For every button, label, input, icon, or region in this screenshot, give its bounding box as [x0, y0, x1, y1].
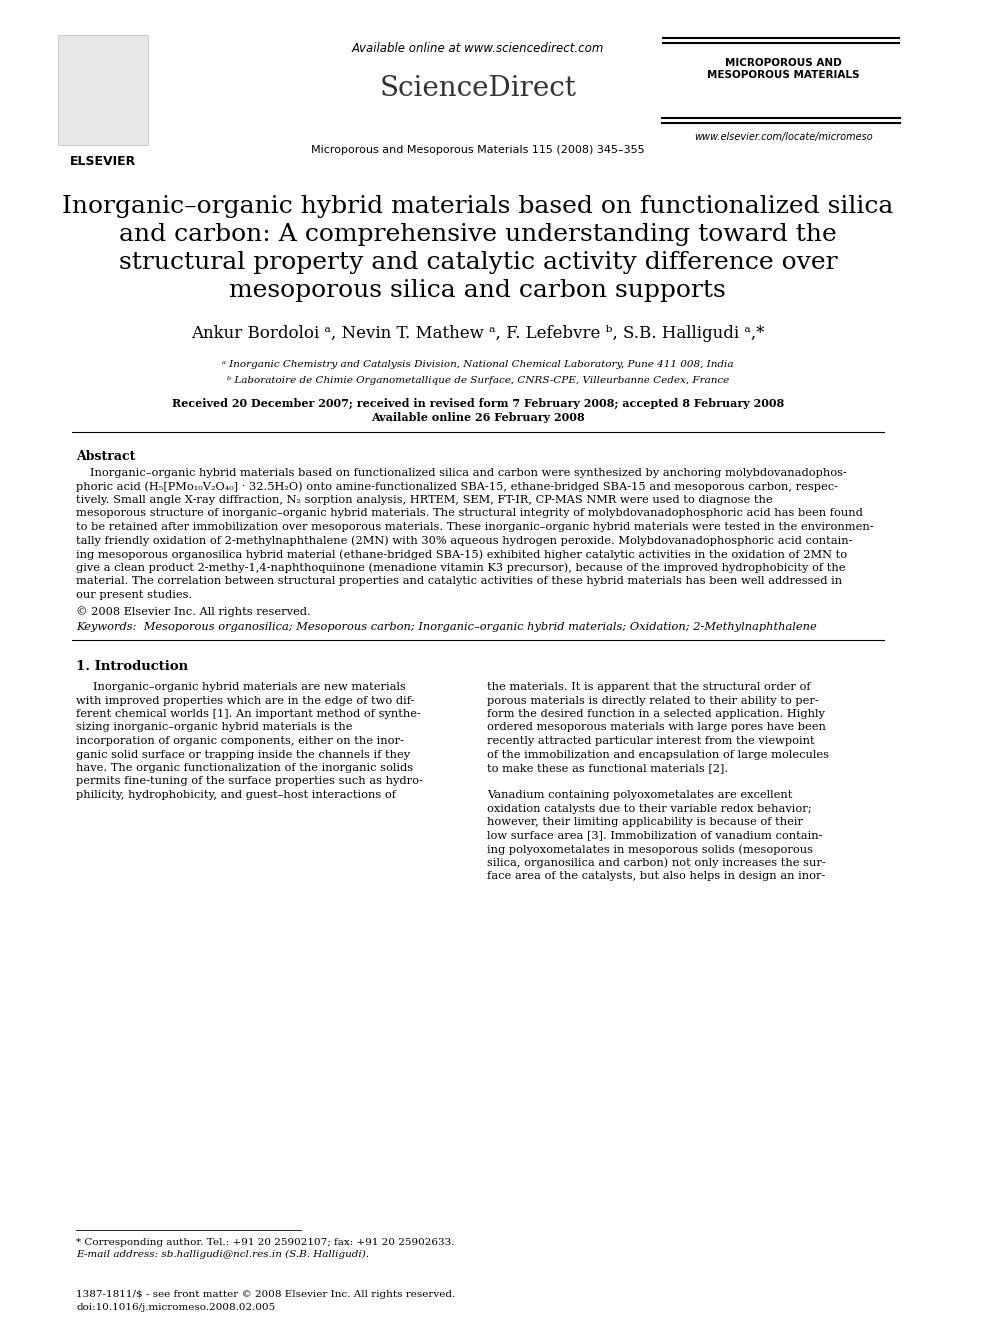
Text: low surface area [3]. Immobilization of vanadium contain-: low surface area [3]. Immobilization of … [487, 831, 822, 840]
Text: form the desired function in a selected application. Highly: form the desired function in a selected … [487, 709, 824, 718]
Text: have. The organic functionalization of the inorganic solids: have. The organic functionalization of t… [76, 763, 414, 773]
Text: and carbon: A comprehensive understanding toward the: and carbon: A comprehensive understandin… [119, 224, 836, 246]
Text: www.elsevier.com/locate/micromeso: www.elsevier.com/locate/micromeso [693, 132, 872, 142]
Text: Available online at www.sciencedirect.com: Available online at www.sciencedirect.co… [352, 42, 604, 56]
Text: mesoporous structure of inorganic–organic hybrid materials. The structural integ: mesoporous structure of inorganic–organi… [76, 508, 863, 519]
Text: with improved properties which are in the edge of two dif-: with improved properties which are in th… [76, 696, 415, 705]
Text: material. The correlation between structural properties and catalytic activities: material. The correlation between struct… [76, 576, 842, 586]
Text: however, their limiting applicability is because of their: however, their limiting applicability is… [487, 818, 803, 827]
Text: permits fine-tuning of the surface properties such as hydro-: permits fine-tuning of the surface prope… [76, 777, 424, 786]
Text: 1387-1811/$ - see front matter © 2008 Elsevier Inc. All rights reserved.: 1387-1811/$ - see front matter © 2008 El… [76, 1290, 455, 1299]
Text: to make these as functional materials [2].: to make these as functional materials [2… [487, 763, 728, 773]
Text: ELSEVIER: ELSEVIER [70, 155, 137, 168]
Text: mesoporous silica and carbon supports: mesoporous silica and carbon supports [229, 279, 726, 302]
Text: doi:10.1016/j.micromeso.2008.02.005: doi:10.1016/j.micromeso.2008.02.005 [76, 1303, 276, 1312]
Text: E-mail address: sb.halligudi@ncl.res.in (S.B. Halligudi).: E-mail address: sb.halligudi@ncl.res.in … [76, 1250, 369, 1259]
Text: Keywords:  Mesoporous organosilica; Mesoporous carbon; Inorganic–organic hybrid : Keywords: Mesoporous organosilica; Mesop… [76, 622, 817, 632]
Text: tively. Small angle X-ray diffraction, N₂ sorption analysis, HRTEM, SEM, FT-IR, : tively. Small angle X-ray diffraction, N… [76, 495, 773, 505]
Text: face area of the catalysts, but also helps in design an inor-: face area of the catalysts, but also hel… [487, 871, 825, 881]
Text: to be retained after immobilization over mesoporous materials. These inorganic–o: to be retained after immobilization over… [76, 523, 874, 532]
Text: ᵃ Inorganic Chemistry and Catalysis Division, National Chemical Laboratory, Pune: ᵃ Inorganic Chemistry and Catalysis Divi… [222, 360, 734, 369]
Text: the materials. It is apparent that the structural order of: the materials. It is apparent that the s… [487, 681, 810, 692]
Text: recently attracted particular interest from the viewpoint: recently attracted particular interest f… [487, 736, 814, 746]
Text: give a clean product 2-methy-1,4-naphthoquinone (menadione vitamin K3 precursor): give a clean product 2-methy-1,4-naphtho… [76, 562, 846, 573]
Text: ordered mesoporous materials with large pores have been: ordered mesoporous materials with large … [487, 722, 825, 733]
Text: ganic solid surface or trapping inside the channels if they: ganic solid surface or trapping inside t… [76, 750, 411, 759]
Text: Inorganic–organic hybrid materials are new materials: Inorganic–organic hybrid materials are n… [92, 681, 406, 692]
Text: ScienceDirect: ScienceDirect [379, 75, 576, 102]
Text: Abstract: Abstract [76, 450, 136, 463]
Text: Available online 26 February 2008: Available online 26 February 2008 [371, 411, 584, 423]
Text: 1. Introduction: 1. Introduction [76, 660, 188, 673]
Text: sizing inorganic–organic hybrid materials is the: sizing inorganic–organic hybrid material… [76, 722, 353, 733]
FancyBboxPatch shape [59, 34, 149, 146]
Text: silica, organosilica and carbon) not only increases the sur-: silica, organosilica and carbon) not onl… [487, 857, 825, 868]
Text: © 2008 Elsevier Inc. All rights reserved.: © 2008 Elsevier Inc. All rights reserved… [76, 606, 311, 617]
Text: ferent chemical worlds [1]. An important method of synthe-: ferent chemical worlds [1]. An important… [76, 709, 422, 718]
Text: oxidation catalysts due to their variable redox behavior;: oxidation catalysts due to their variabl… [487, 803, 811, 814]
Text: Ankur Bordoloi ᵃ, Nevin T. Mathew ᵃ, F. Lefebvre ᵇ, S.B. Halligudi ᵃ,*: Ankur Bordoloi ᵃ, Nevin T. Mathew ᵃ, F. … [191, 325, 765, 343]
Text: porous materials is directly related to their ability to per-: porous materials is directly related to … [487, 696, 818, 705]
Text: incorporation of organic components, either on the inor-: incorporation of organic components, eit… [76, 736, 404, 746]
Text: Microporous and Mesoporous Materials 115 (2008) 345–355: Microporous and Mesoporous Materials 115… [311, 146, 645, 155]
Text: Received 20 December 2007; received in revised form 7 February 2008; accepted 8 : Received 20 December 2007; received in r… [172, 398, 784, 409]
Text: structural property and catalytic activity difference over: structural property and catalytic activi… [118, 251, 837, 274]
Text: MICROPOROUS AND
MESOPOROUS MATERIALS: MICROPOROUS AND MESOPOROUS MATERIALS [707, 58, 859, 79]
Text: phoric acid (H₅[PMo₁₀V₂O₄₀] · 32.5H₂O) onto amine-functionalized SBA-15, ethane-: phoric acid (H₅[PMo₁₀V₂O₄₀] · 32.5H₂O) o… [76, 482, 838, 492]
Text: Inorganic–organic hybrid materials based on functionalized silica and carbon wer: Inorganic–organic hybrid materials based… [90, 468, 847, 478]
Text: of the immobilization and encapsulation of large molecules: of the immobilization and encapsulation … [487, 750, 829, 759]
Text: philicity, hydrophobicity, and guest–host interactions of: philicity, hydrophobicity, and guest–hos… [76, 790, 397, 800]
Text: ing polyoxometalates in mesoporous solids (mesoporous: ing polyoxometalates in mesoporous solid… [487, 844, 812, 855]
Text: Inorganic–organic hybrid materials based on functionalized silica: Inorganic–organic hybrid materials based… [62, 194, 894, 218]
Text: ᵇ Laboratoire de Chimie Organometallique de Surface, CNRS-CPE, Villeurbanne Cede: ᵇ Laboratoire de Chimie Organometallique… [227, 376, 729, 385]
Text: our present studies.: our present studies. [76, 590, 192, 599]
Text: ing mesoporous organosilica hybrid material (ethane-bridged SBA-15) exhibited hi: ing mesoporous organosilica hybrid mater… [76, 549, 847, 560]
Text: * Corresponding author. Tel.: +91 20 25902107; fax: +91 20 25902633.: * Corresponding author. Tel.: +91 20 259… [76, 1238, 454, 1248]
Text: Vanadium containing polyoxometalates are excellent: Vanadium containing polyoxometalates are… [487, 790, 793, 800]
Text: tally friendly oxidation of 2-methylnaphthalene (2MN) with 30% aqueous hydrogen : tally friendly oxidation of 2-methylnaph… [76, 536, 853, 546]
